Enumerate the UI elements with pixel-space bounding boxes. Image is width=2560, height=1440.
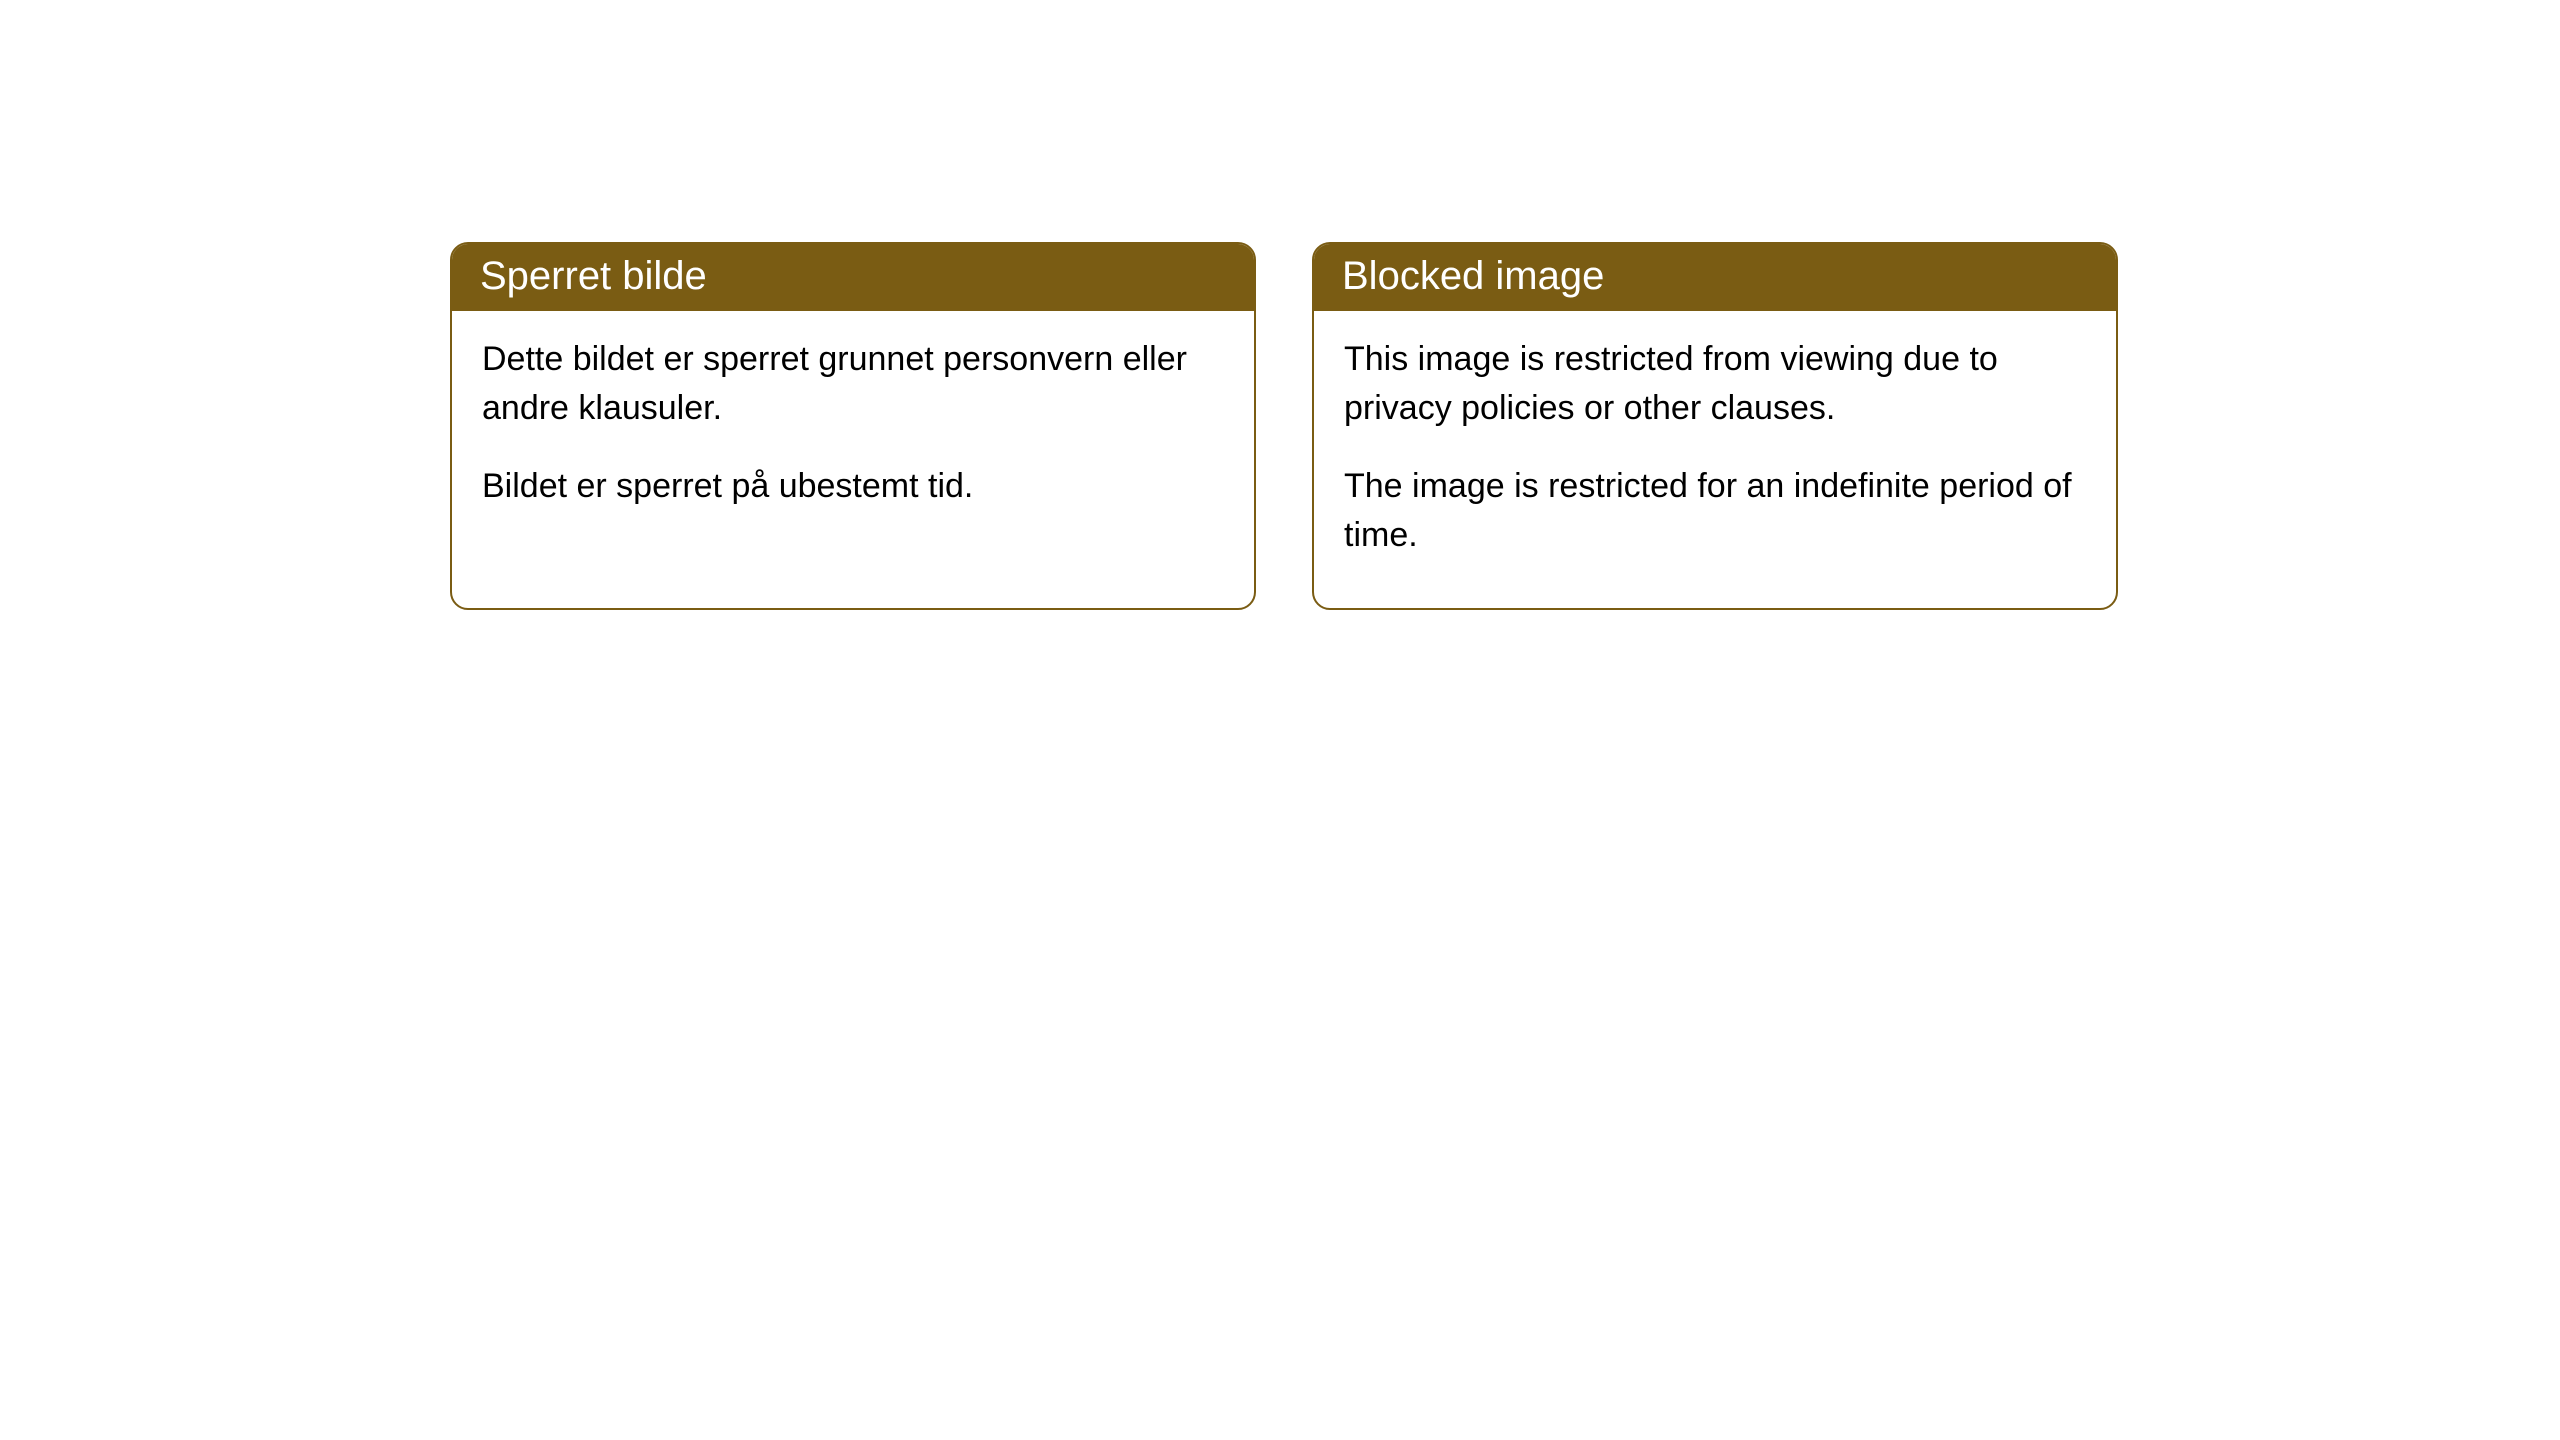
card-header-norwegian: Sperret bilde bbox=[452, 244, 1254, 311]
card-header-english: Blocked image bbox=[1314, 244, 2116, 311]
card-body-english: This image is restricted from viewing du… bbox=[1314, 311, 2116, 608]
card-body-norwegian: Dette bildet er sperret grunnet personve… bbox=[452, 311, 1254, 559]
notice-container: Sperret bilde Dette bildet er sperret gr… bbox=[0, 0, 2560, 610]
notice-card-english: Blocked image This image is restricted f… bbox=[1312, 242, 2118, 610]
card-text-line1: This image is restricted from viewing du… bbox=[1344, 335, 2086, 434]
notice-card-norwegian: Sperret bilde Dette bildet er sperret gr… bbox=[450, 242, 1256, 610]
card-text-line2: The image is restricted for an indefinit… bbox=[1344, 462, 2086, 561]
card-text-line1: Dette bildet er sperret grunnet personve… bbox=[482, 335, 1224, 434]
card-text-line2: Bildet er sperret på ubestemt tid. bbox=[482, 462, 1224, 511]
